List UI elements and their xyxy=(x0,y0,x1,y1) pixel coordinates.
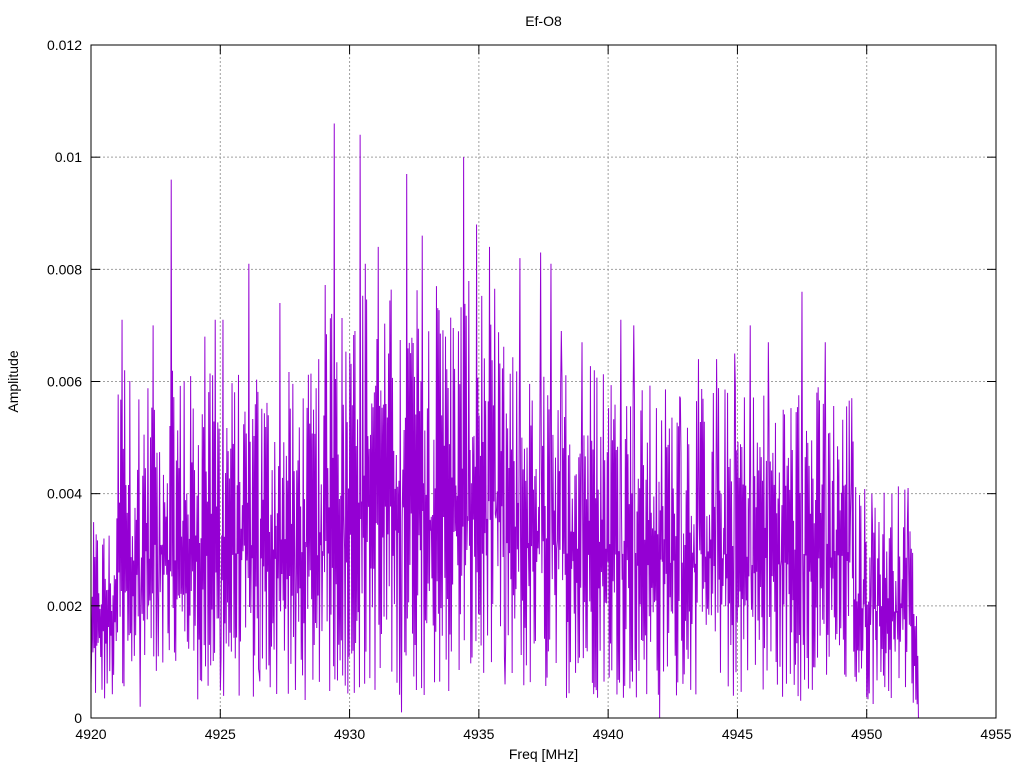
data-layer xyxy=(90,123,919,719)
ticks: 0 0.002 0.004 0.006 0.008 0.01 0.012 4920 4925 49… xyxy=(47,37,1012,742)
x-tick-label: 4955 xyxy=(980,726,1011,742)
chart-title: Ef-O8 xyxy=(525,13,562,29)
series-line xyxy=(90,123,919,719)
y-tick-label: 0.01 xyxy=(55,149,82,165)
y-tick-label: 0.002 xyxy=(47,598,82,614)
x-tick-label: 4925 xyxy=(205,726,236,742)
y-tick-label: 0 xyxy=(74,710,82,726)
y-tick-label: 0.006 xyxy=(47,374,82,390)
x-tick-label: 4945 xyxy=(722,726,753,742)
x-tick-label: 4940 xyxy=(593,726,624,742)
y-tick-label: 0.004 xyxy=(47,486,82,502)
y-tick-label: 0.008 xyxy=(47,261,82,277)
x-axis-label: Freq [MHz] xyxy=(509,746,578,762)
y-axis-label: Amplitude xyxy=(5,350,21,412)
x-tick-label: 4920 xyxy=(75,726,106,742)
x-tick-label: 4950 xyxy=(851,726,882,742)
x-tick-label: 4930 xyxy=(334,726,365,742)
y-tick-label: 0.012 xyxy=(47,37,82,53)
x-tick-label: 4935 xyxy=(463,726,494,742)
